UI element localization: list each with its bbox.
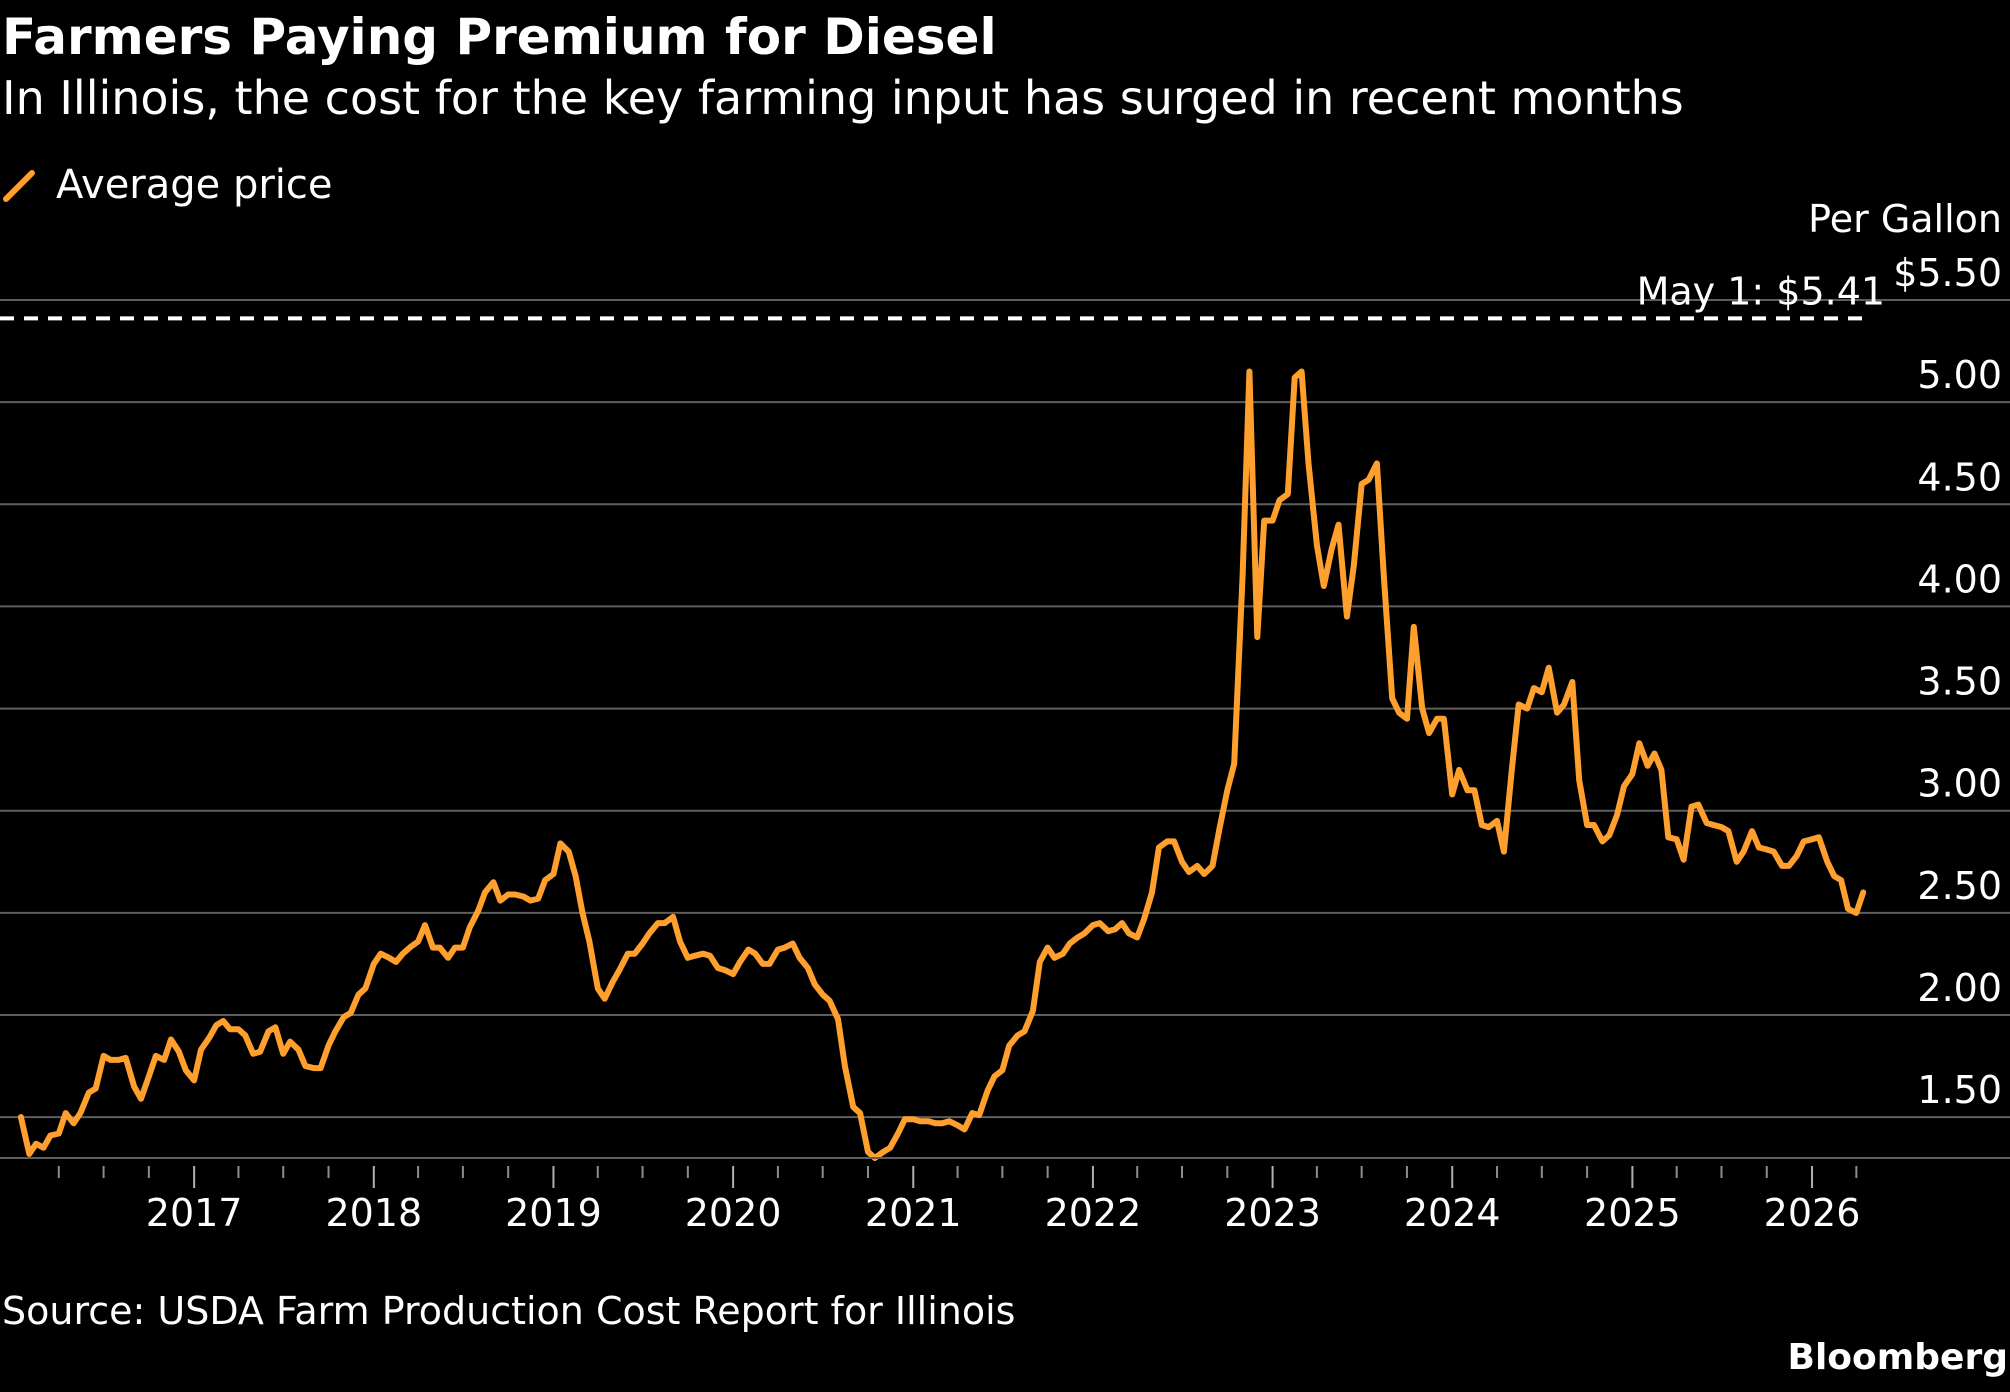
source-note: Source: USDA Farm Production Cost Report… (2, 1289, 1016, 1333)
series-lines (17, 368, 1867, 1161)
x-tick-label: 2025 (1584, 1191, 1681, 1235)
x-tick-label: 2024 (1404, 1191, 1501, 1235)
y-tick-label: 1.50 (1917, 1068, 2002, 1112)
x-tick-label: 2022 (1045, 1191, 1142, 1235)
x-tick-label: 2021 (865, 1191, 962, 1235)
chart-title: Farmers Paying Premium for Diesel (2, 8, 997, 66)
legend-swatch-line-icon (3, 170, 35, 202)
x-tick-label: 2019 (505, 1191, 602, 1235)
annotation: May 1: $5.41 (0, 269, 1885, 321)
y-tick-label: 2.00 (1917, 966, 2002, 1010)
bloomberg-logo: Bloomberg (1787, 1337, 2008, 1378)
x-tick-label: 2020 (685, 1191, 782, 1235)
y-tick-label: $5.50 (1893, 251, 2002, 295)
legend-label: Average price (56, 162, 333, 208)
y-tick-label: 3.50 (1917, 660, 2002, 704)
x-tick-label: 2017 (146, 1191, 243, 1235)
y-unit-label: Per Gallon (1808, 197, 2002, 241)
x-tick-label: 2018 (325, 1191, 422, 1235)
y-tick-label: 4.00 (1917, 557, 2002, 601)
series-line-average-price (17, 368, 1867, 1161)
legend-swatch-stroke (3, 170, 35, 202)
x-tick-label: 2026 (1764, 1191, 1861, 1235)
x-tick-label: 2023 (1224, 1191, 1321, 1235)
y-tick-label: 5.00 (1917, 353, 2002, 397)
y-tick-label: 3.00 (1917, 762, 2002, 806)
annotation-label: May 1: $5.41 (1637, 269, 1885, 313)
x-axis: 2017 2018 2019 2020 2021 2022 2023 2024 2025 2026 (0, 1157, 2010, 1235)
grid-lines (0, 299, 2010, 1119)
y-tick-label: 4.50 (1917, 455, 2002, 499)
y-axis: 1.50 2.00 2.50 3.00 3.50 4.00 4.50 5.00 $5.50 Per… (1808, 197, 2002, 1112)
chart-subtitle: In Illinois, the cost for the key farmin… (2, 71, 1684, 125)
y-tick-label: 2.50 (1917, 864, 2002, 908)
legend: Average price (2, 160, 333, 210)
